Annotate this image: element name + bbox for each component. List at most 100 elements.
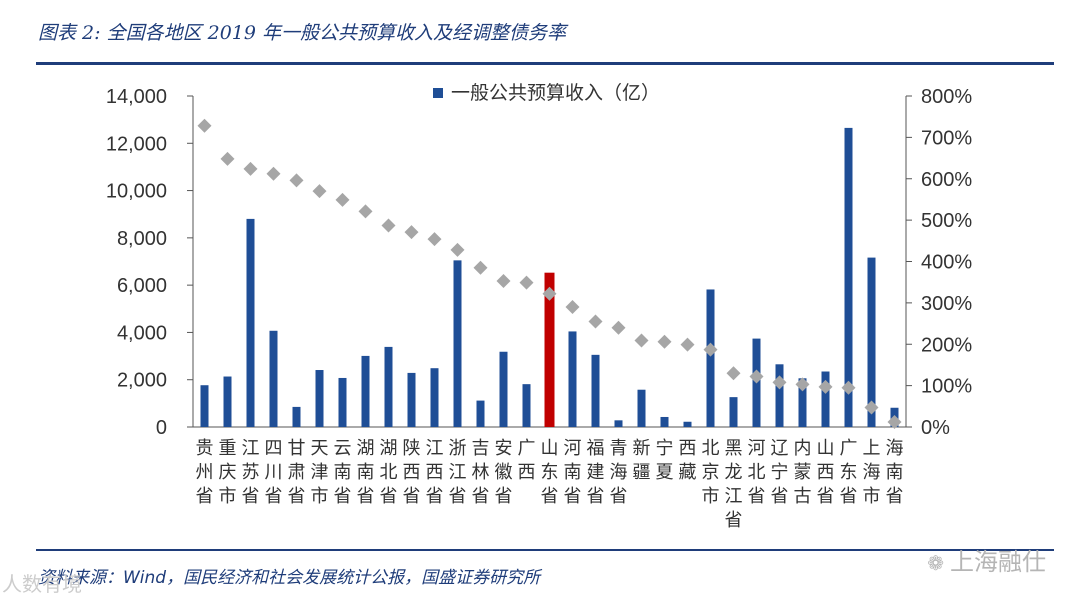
ratio-point: [312, 184, 327, 199]
bar: [315, 370, 324, 427]
category-label: 海南省: [886, 438, 904, 507]
legend-swatch: [433, 88, 443, 98]
category-label: 湖北省: [380, 438, 398, 507]
bar: [683, 421, 692, 427]
ratio-point: [772, 375, 787, 390]
bar: [292, 406, 301, 427]
legend: 一般公共预算收入（亿）: [433, 82, 660, 104]
ratio-point: [197, 118, 212, 133]
ratio-point: [818, 379, 833, 394]
left-tick-label: 6,000: [117, 275, 167, 297]
watermark-right-text: 上海融仕: [950, 548, 1046, 576]
tick-labels: 0 2,000 4,000 6,000 8,000 10,000 12,000 14,000 0…: [106, 86, 973, 439]
right-tick-label: 100%: [921, 376, 972, 398]
bar: [614, 420, 623, 427]
category-label: 甘肃省: [288, 438, 306, 507]
ratio-point: [220, 151, 235, 166]
ratio-point: [542, 286, 557, 301]
figure-title: 图表 2: 全国各地区 2019 年一般公共预算收入及经调整债务率: [38, 22, 567, 44]
left-tick-label: 12,000: [106, 133, 167, 155]
category-label: 福建省: [587, 438, 605, 507]
category-label: 内蒙古: [794, 438, 812, 507]
bar: [430, 368, 439, 427]
bar: [200, 385, 209, 427]
ratio-point: [519, 275, 534, 290]
bar: [361, 355, 370, 427]
category-label: 北京市: [702, 438, 720, 507]
ratio-point: [427, 232, 442, 247]
bar: [338, 377, 347, 427]
category-label: 四川省: [265, 438, 283, 507]
right-tick-label: 300%: [921, 293, 972, 315]
ratio-point: [266, 166, 281, 181]
category-label: 山西省: [817, 438, 835, 507]
ratio-point: [726, 366, 741, 381]
category-label: 天津市: [311, 438, 329, 507]
bar: [476, 400, 485, 427]
bar: [637, 389, 646, 427]
category-label: 重庆市: [219, 438, 237, 507]
bar: [522, 384, 531, 427]
category-label: 河北省: [748, 438, 766, 507]
wechat-icon: ❁: [927, 551, 944, 575]
left-tick-label: 8,000: [117, 228, 167, 250]
bar: [269, 330, 278, 427]
legend-label: 一般公共预算收入（亿）: [451, 82, 660, 104]
bar: [407, 372, 416, 427]
category-label: 辽宁省: [771, 438, 789, 507]
category-label: 宁夏: [656, 438, 674, 483]
category-label: 湖南省: [357, 438, 375, 507]
right-tick-label: 800%: [921, 86, 972, 108]
right-tick-label: 600%: [921, 169, 972, 191]
ratio-point: [496, 273, 511, 288]
bottom-rule: [36, 549, 1054, 551]
left-tick-label: 14,000: [106, 86, 167, 108]
category-label: 新疆: [633, 438, 651, 483]
category-label: 陕西省: [403, 438, 421, 507]
ratio-point: [634, 333, 649, 348]
ratio-point: [703, 342, 718, 357]
category-label: 江苏省: [242, 438, 260, 507]
category-label: 安徽省: [495, 438, 513, 507]
ratio-point: [864, 400, 879, 415]
bar: [246, 218, 255, 427]
bar: [384, 346, 393, 427]
bar: [798, 378, 807, 427]
ratio-point: [611, 320, 626, 335]
ratio-point: [887, 415, 902, 430]
top-rule: [36, 62, 1054, 65]
category-label: 青海省: [610, 438, 628, 507]
bar-series: [200, 127, 899, 427]
left-tick-label: 4,000: [117, 322, 167, 344]
ratio-point: [841, 380, 856, 395]
right-tick-label: 500%: [921, 210, 972, 232]
ratio-point: [680, 337, 695, 352]
category-label: 广西: [518, 438, 536, 483]
left-tick-label: 10,000: [106, 181, 167, 203]
bar: [591, 354, 600, 427]
left-tick-label: 2,000: [117, 370, 167, 392]
bar: [729, 397, 738, 427]
ratio-point: [243, 161, 258, 176]
ratio-point: [358, 204, 373, 219]
category-label: 浙江省: [449, 438, 467, 507]
left-tick-label: 0: [156, 417, 167, 439]
right-tick-label: 700%: [921, 127, 972, 149]
category-label: 河南省: [564, 438, 582, 507]
ratio-series: [197, 118, 902, 430]
ratio-point: [473, 260, 488, 275]
right-tick-label: 0%: [921, 417, 950, 439]
bar: [867, 257, 876, 427]
category-label: 吉林省: [472, 438, 490, 507]
ratio-point: [795, 377, 810, 392]
ratio-point: [335, 192, 350, 207]
category-labels: 贵州省重庆市江苏省四川省甘肃省天津市云南省湖南省湖北省陕西省江西省浙江省吉林省安…: [196, 438, 904, 531]
category-label: 西藏: [679, 438, 697, 483]
bar: [821, 371, 830, 427]
bar: [499, 351, 508, 427]
category-label: 江西省: [426, 438, 444, 507]
ratio-point: [450, 242, 465, 257]
bar: [775, 364, 784, 427]
ratio-point: [404, 225, 419, 240]
